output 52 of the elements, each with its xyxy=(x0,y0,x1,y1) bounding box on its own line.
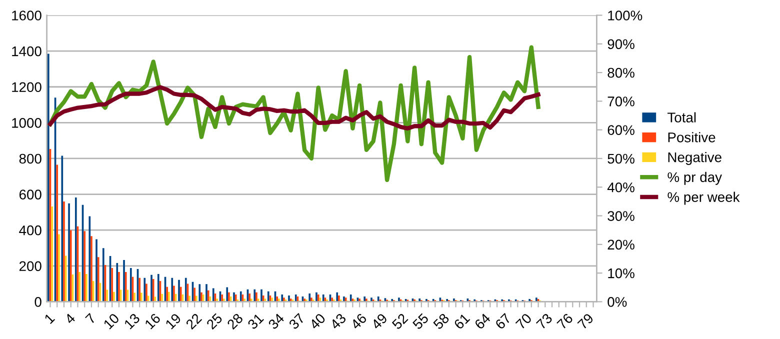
x-tick-label: 70 xyxy=(515,312,532,330)
x-tick-label: 22 xyxy=(185,312,202,330)
x-tick-label: 37 xyxy=(288,312,306,330)
y2-tick-label: 70% xyxy=(608,96,634,106)
x-tick-label: 1 xyxy=(44,312,56,324)
x-tick-label: 19 xyxy=(164,312,182,330)
y-tick-label: 1600 xyxy=(12,10,42,20)
y-tick-label: 600 xyxy=(19,190,42,200)
y-tick-label: 0 xyxy=(34,297,42,307)
legend-label: % pr day xyxy=(668,172,722,185)
x-tick-label: 52 xyxy=(391,312,408,330)
x-tick-label: 64 xyxy=(474,312,492,330)
y-tick-label: 800 xyxy=(19,154,42,164)
legend-label: Total xyxy=(668,112,696,122)
y2-tick-label: 40% xyxy=(607,182,634,192)
x-tick-label: 7 xyxy=(85,312,96,324)
y2-tick-label: 100% xyxy=(608,10,642,20)
x-tick-label: 13 xyxy=(124,312,140,330)
x-tick-label: 55 xyxy=(412,312,430,330)
y-tick-label: 1200 xyxy=(12,82,42,92)
x-tick-label: 43 xyxy=(329,312,347,330)
y2-tick-label: 90% xyxy=(608,39,634,50)
y-tick-label: 1400 xyxy=(12,46,42,56)
x-tick-label: 73 xyxy=(536,312,553,330)
x-tick-label: 31 xyxy=(247,312,264,330)
x-tick-label: 40 xyxy=(308,312,326,330)
x-tick-label: 76 xyxy=(556,312,574,330)
x-tick-label: 49 xyxy=(370,312,388,330)
x-tick-label: 79 xyxy=(577,312,594,330)
x-tick-label: 67 xyxy=(494,312,512,330)
x-tick-label: 4 xyxy=(64,312,76,324)
legend-label: Positive xyxy=(668,132,716,142)
x-tick-label: 10 xyxy=(103,312,120,330)
x-tick-label: 46 xyxy=(350,312,368,330)
x-tick-label: 25 xyxy=(206,312,223,330)
x-tick-label: 58 xyxy=(432,312,450,330)
y2-tick-label: 60% xyxy=(608,125,634,136)
y-tick-label: 200 xyxy=(19,261,42,272)
legend-label: % per week xyxy=(668,192,740,205)
y2-tick-label: 30% xyxy=(608,211,634,221)
y2-tick-label: 10% xyxy=(608,268,634,278)
x-tick-label: 16 xyxy=(144,312,162,330)
x-tick-label: 34 xyxy=(268,312,285,330)
y2-tick-label: 0% xyxy=(608,297,627,307)
legend-label: Negative xyxy=(668,152,722,165)
x-tick-label: 28 xyxy=(226,312,244,330)
y-tick-label: 400 xyxy=(19,225,42,236)
y2-tick-label: 20% xyxy=(608,240,634,250)
y2-tick-label: 50% xyxy=(608,154,634,164)
y-tick-label: 1000 xyxy=(12,118,42,128)
x-tick-label: 61 xyxy=(453,312,470,330)
y2-tick-label: 80% xyxy=(608,68,634,78)
